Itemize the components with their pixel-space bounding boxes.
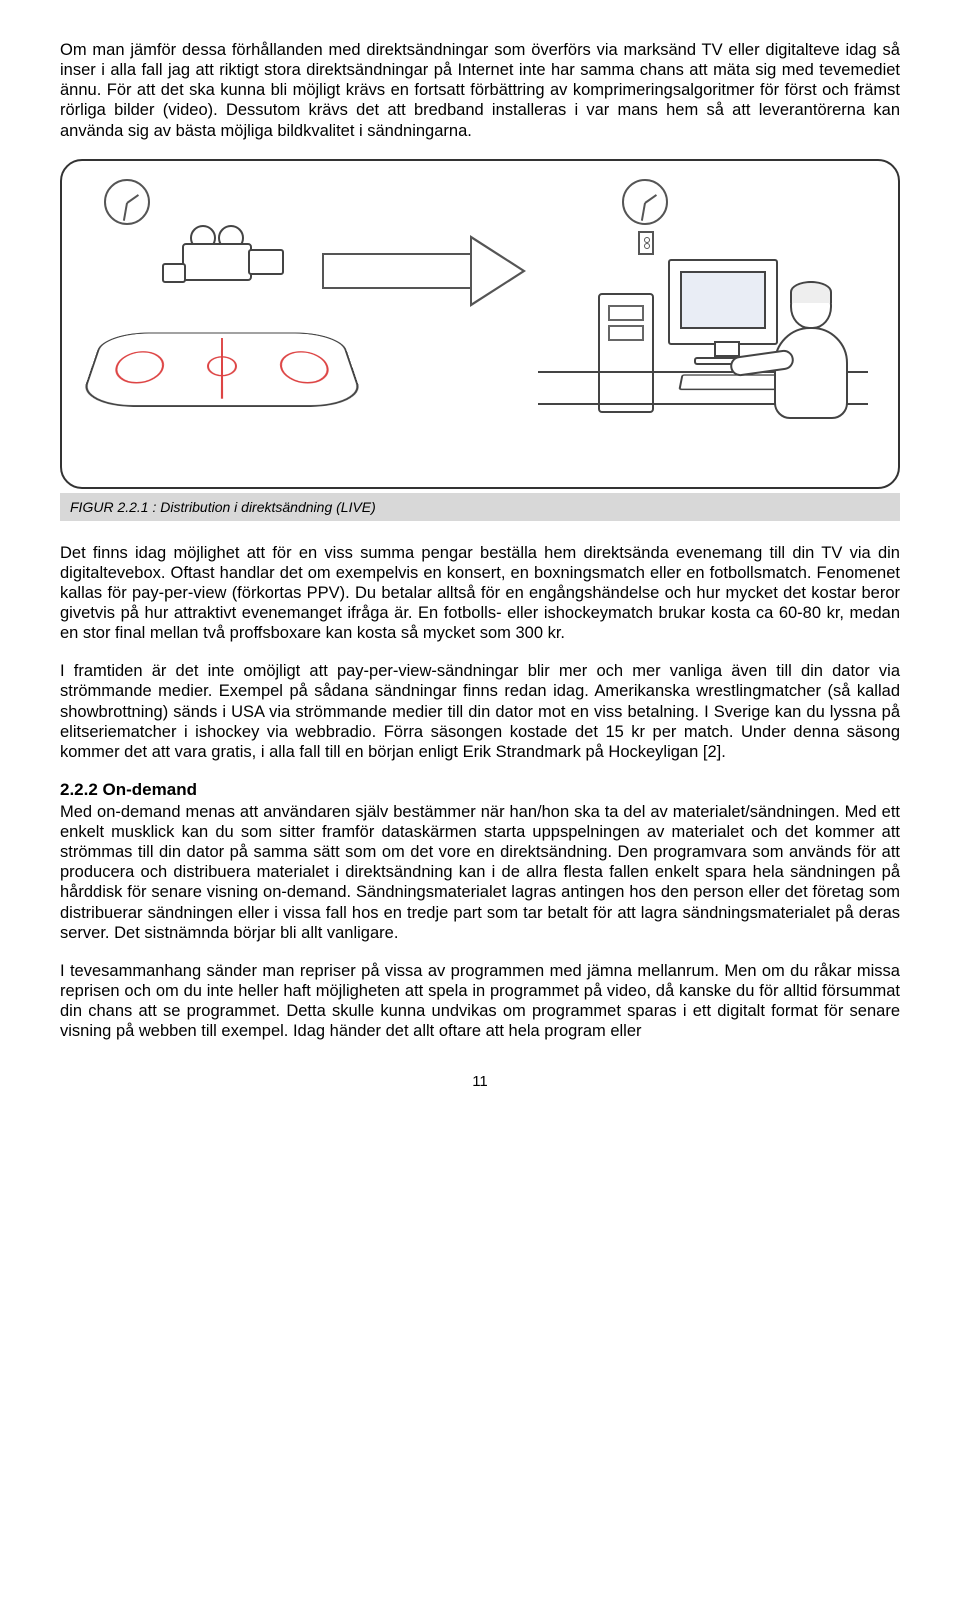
page-number: 11 [60, 1073, 900, 1090]
figure-illustration [60, 159, 900, 489]
figure-2-2-1: FIGUR 2.2.1 : Distribution i direktsändn… [60, 159, 900, 521]
transmission-arrow-icon [322, 231, 542, 311]
keyboard-icon [678, 374, 781, 390]
broadcast-camera-icon [162, 225, 292, 303]
paragraph-5: I tevesammanhang sänder man repriser på … [60, 961, 900, 1042]
wall-outlet-icon [638, 231, 654, 255]
viewer-at-computer-icon [538, 231, 868, 461]
paragraph-2: Det finns idag möjlighet att för en viss… [60, 543, 900, 644]
clock-icon-right [622, 179, 668, 225]
hockey-rink-icon [92, 311, 352, 441]
monitor-icon [668, 259, 778, 345]
clock-icon-left [104, 179, 150, 225]
paragraph-3: I framtiden är det inte omöjligt att pay… [60, 661, 900, 762]
section-heading-2-2-2: 2.2.2 On-demand [60, 780, 900, 800]
paragraph-4: Med on-demand menas att användaren själv… [60, 802, 900, 943]
computer-tower-icon [598, 293, 654, 413]
figure-caption: FIGUR 2.2.1 : Distribution i direktsändn… [60, 493, 900, 521]
person-icon [768, 281, 868, 451]
paragraph-1: Om man jämför dessa förhållanden med dir… [60, 40, 900, 141]
